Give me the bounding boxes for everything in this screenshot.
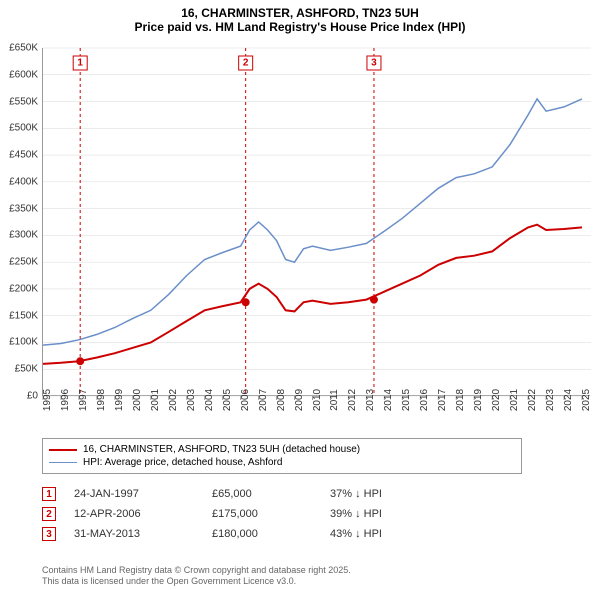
x-tick-label: 2019	[473, 389, 484, 411]
transaction-hpi: 37% ↓ HPI	[330, 488, 450, 500]
y-tick-label: £400K	[9, 176, 38, 187]
x-tick-label: 2003	[186, 389, 197, 411]
transaction-marker-badge: 3	[42, 527, 56, 541]
y-tick-label: £250K	[9, 257, 38, 268]
legend-swatch	[49, 449, 77, 451]
x-tick-label: 2005	[222, 389, 233, 411]
x-tick-label: 2017	[437, 389, 448, 411]
transaction-date: 12-APR-2006	[74, 508, 194, 520]
x-tick-label: 2009	[294, 389, 305, 411]
x-tick-label: 2012	[347, 389, 358, 411]
svg-text:2: 2	[243, 58, 249, 69]
footer-attribution: Contains HM Land Registry data © Crown c…	[42, 565, 590, 588]
transaction-marker-badge: 2	[42, 507, 56, 521]
y-tick-label: £300K	[9, 230, 38, 241]
x-tick-label: 1996	[60, 389, 71, 411]
transaction-marker	[76, 357, 84, 365]
x-tick-label: 2015	[401, 389, 412, 411]
y-tick-label: £0	[27, 391, 38, 402]
transaction-marker	[370, 296, 378, 304]
footer-line1: Contains HM Land Registry data © Crown c…	[42, 565, 590, 576]
transaction-price: £180,000	[212, 528, 312, 540]
title-subtitle: Price paid vs. HM Land Registry's House …	[0, 20, 600, 34]
x-axis-labels: 1995199619971998199920002001200220032004…	[42, 396, 590, 436]
y-tick-label: £600K	[9, 69, 38, 80]
y-tick-label: £100K	[9, 337, 38, 348]
transaction-price: £175,000	[212, 508, 312, 520]
x-tick-label: 2021	[509, 389, 520, 411]
x-tick-label: 2023	[545, 389, 556, 411]
series-hpi	[43, 99, 582, 345]
x-tick-label: 1998	[96, 389, 107, 411]
x-tick-label: 2011	[329, 389, 340, 411]
x-tick-label: 2014	[383, 389, 394, 411]
transaction-hpi: 43% ↓ HPI	[330, 528, 450, 540]
x-tick-label: 2020	[491, 389, 502, 411]
chart-plot-area: 1 2 3	[42, 48, 590, 396]
x-tick-label: 2007	[258, 389, 269, 411]
svg-text:3: 3	[371, 58, 377, 69]
x-tick-label: 2006	[240, 389, 251, 411]
chart-svg: 1 2 3	[43, 48, 590, 395]
x-tick-label: 2025	[581, 389, 592, 411]
y-tick-label: £200K	[9, 283, 38, 294]
legend-row: 16, CHARMINSTER, ASHFORD, TN23 5UH (deta…	[49, 443, 515, 456]
legend-swatch	[49, 462, 77, 463]
title-block: 16, CHARMINSTER, ASHFORD, TN23 5UH Price…	[0, 0, 600, 36]
x-tick-label: 2000	[132, 389, 143, 411]
transaction-row: 2 12-APR-2006 £175,000 39% ↓ HPI	[42, 504, 590, 524]
x-tick-label: 2016	[419, 389, 430, 411]
x-tick-label: 1995	[42, 389, 53, 411]
y-tick-label: £450K	[9, 150, 38, 161]
transactions-table: 1 24-JAN-1997 £65,000 37% ↓ HPI 2 12-APR-2006…	[42, 484, 590, 544]
x-tick-label: 2010	[312, 389, 323, 411]
x-tick-label: 2013	[365, 389, 376, 411]
transaction-price: £65,000	[212, 488, 312, 500]
legend-label: HPI: Average price, detached house, Ashf…	[83, 457, 282, 468]
title-address: 16, CHARMINSTER, ASHFORD, TN23 5UH	[0, 6, 600, 20]
svg-text:1: 1	[77, 58, 83, 69]
y-tick-label: £550K	[9, 96, 38, 107]
x-tick-label: 1997	[78, 389, 89, 411]
transaction-hpi: 39% ↓ HPI	[330, 508, 450, 520]
y-tick-label: £350K	[9, 203, 38, 214]
transaction-date: 31-MAY-2013	[74, 528, 194, 540]
legend: 16, CHARMINSTER, ASHFORD, TN23 5UH (deta…	[42, 438, 522, 474]
x-tick-label: 2022	[527, 389, 538, 411]
x-tick-label: 2024	[563, 389, 574, 411]
transaction-marker	[242, 298, 250, 306]
x-tick-label: 1999	[114, 389, 125, 411]
chart-container: 16, CHARMINSTER, ASHFORD, TN23 5UH Price…	[0, 0, 600, 590]
transaction-row: 1 24-JAN-1997 £65,000 37% ↓ HPI	[42, 484, 590, 504]
x-tick-label: 2018	[455, 389, 466, 411]
y-tick-label: £50K	[15, 364, 38, 375]
x-tick-label: 2002	[168, 389, 179, 411]
transaction-row: 3 31-MAY-2013 £180,000 43% ↓ HPI	[42, 524, 590, 544]
legend-label: 16, CHARMINSTER, ASHFORD, TN23 5UH (deta…	[83, 444, 360, 455]
transaction-marker-badge: 1	[42, 487, 56, 501]
x-tick-label: 2004	[204, 389, 215, 411]
transaction-date: 24-JAN-1997	[74, 488, 194, 500]
legend-row: HPI: Average price, detached house, Ashf…	[49, 456, 515, 469]
y-tick-label: £500K	[9, 123, 38, 134]
y-tick-label: £150K	[9, 310, 38, 321]
y-tick-label: £650K	[9, 43, 38, 54]
footer-line2: This data is licensed under the Open Gov…	[42, 576, 590, 587]
x-tick-label: 2008	[276, 389, 287, 411]
y-axis-labels: £0£50K£100K£150K£200K£250K£300K£350K£400…	[0, 48, 40, 396]
x-tick-label: 2001	[150, 389, 161, 411]
